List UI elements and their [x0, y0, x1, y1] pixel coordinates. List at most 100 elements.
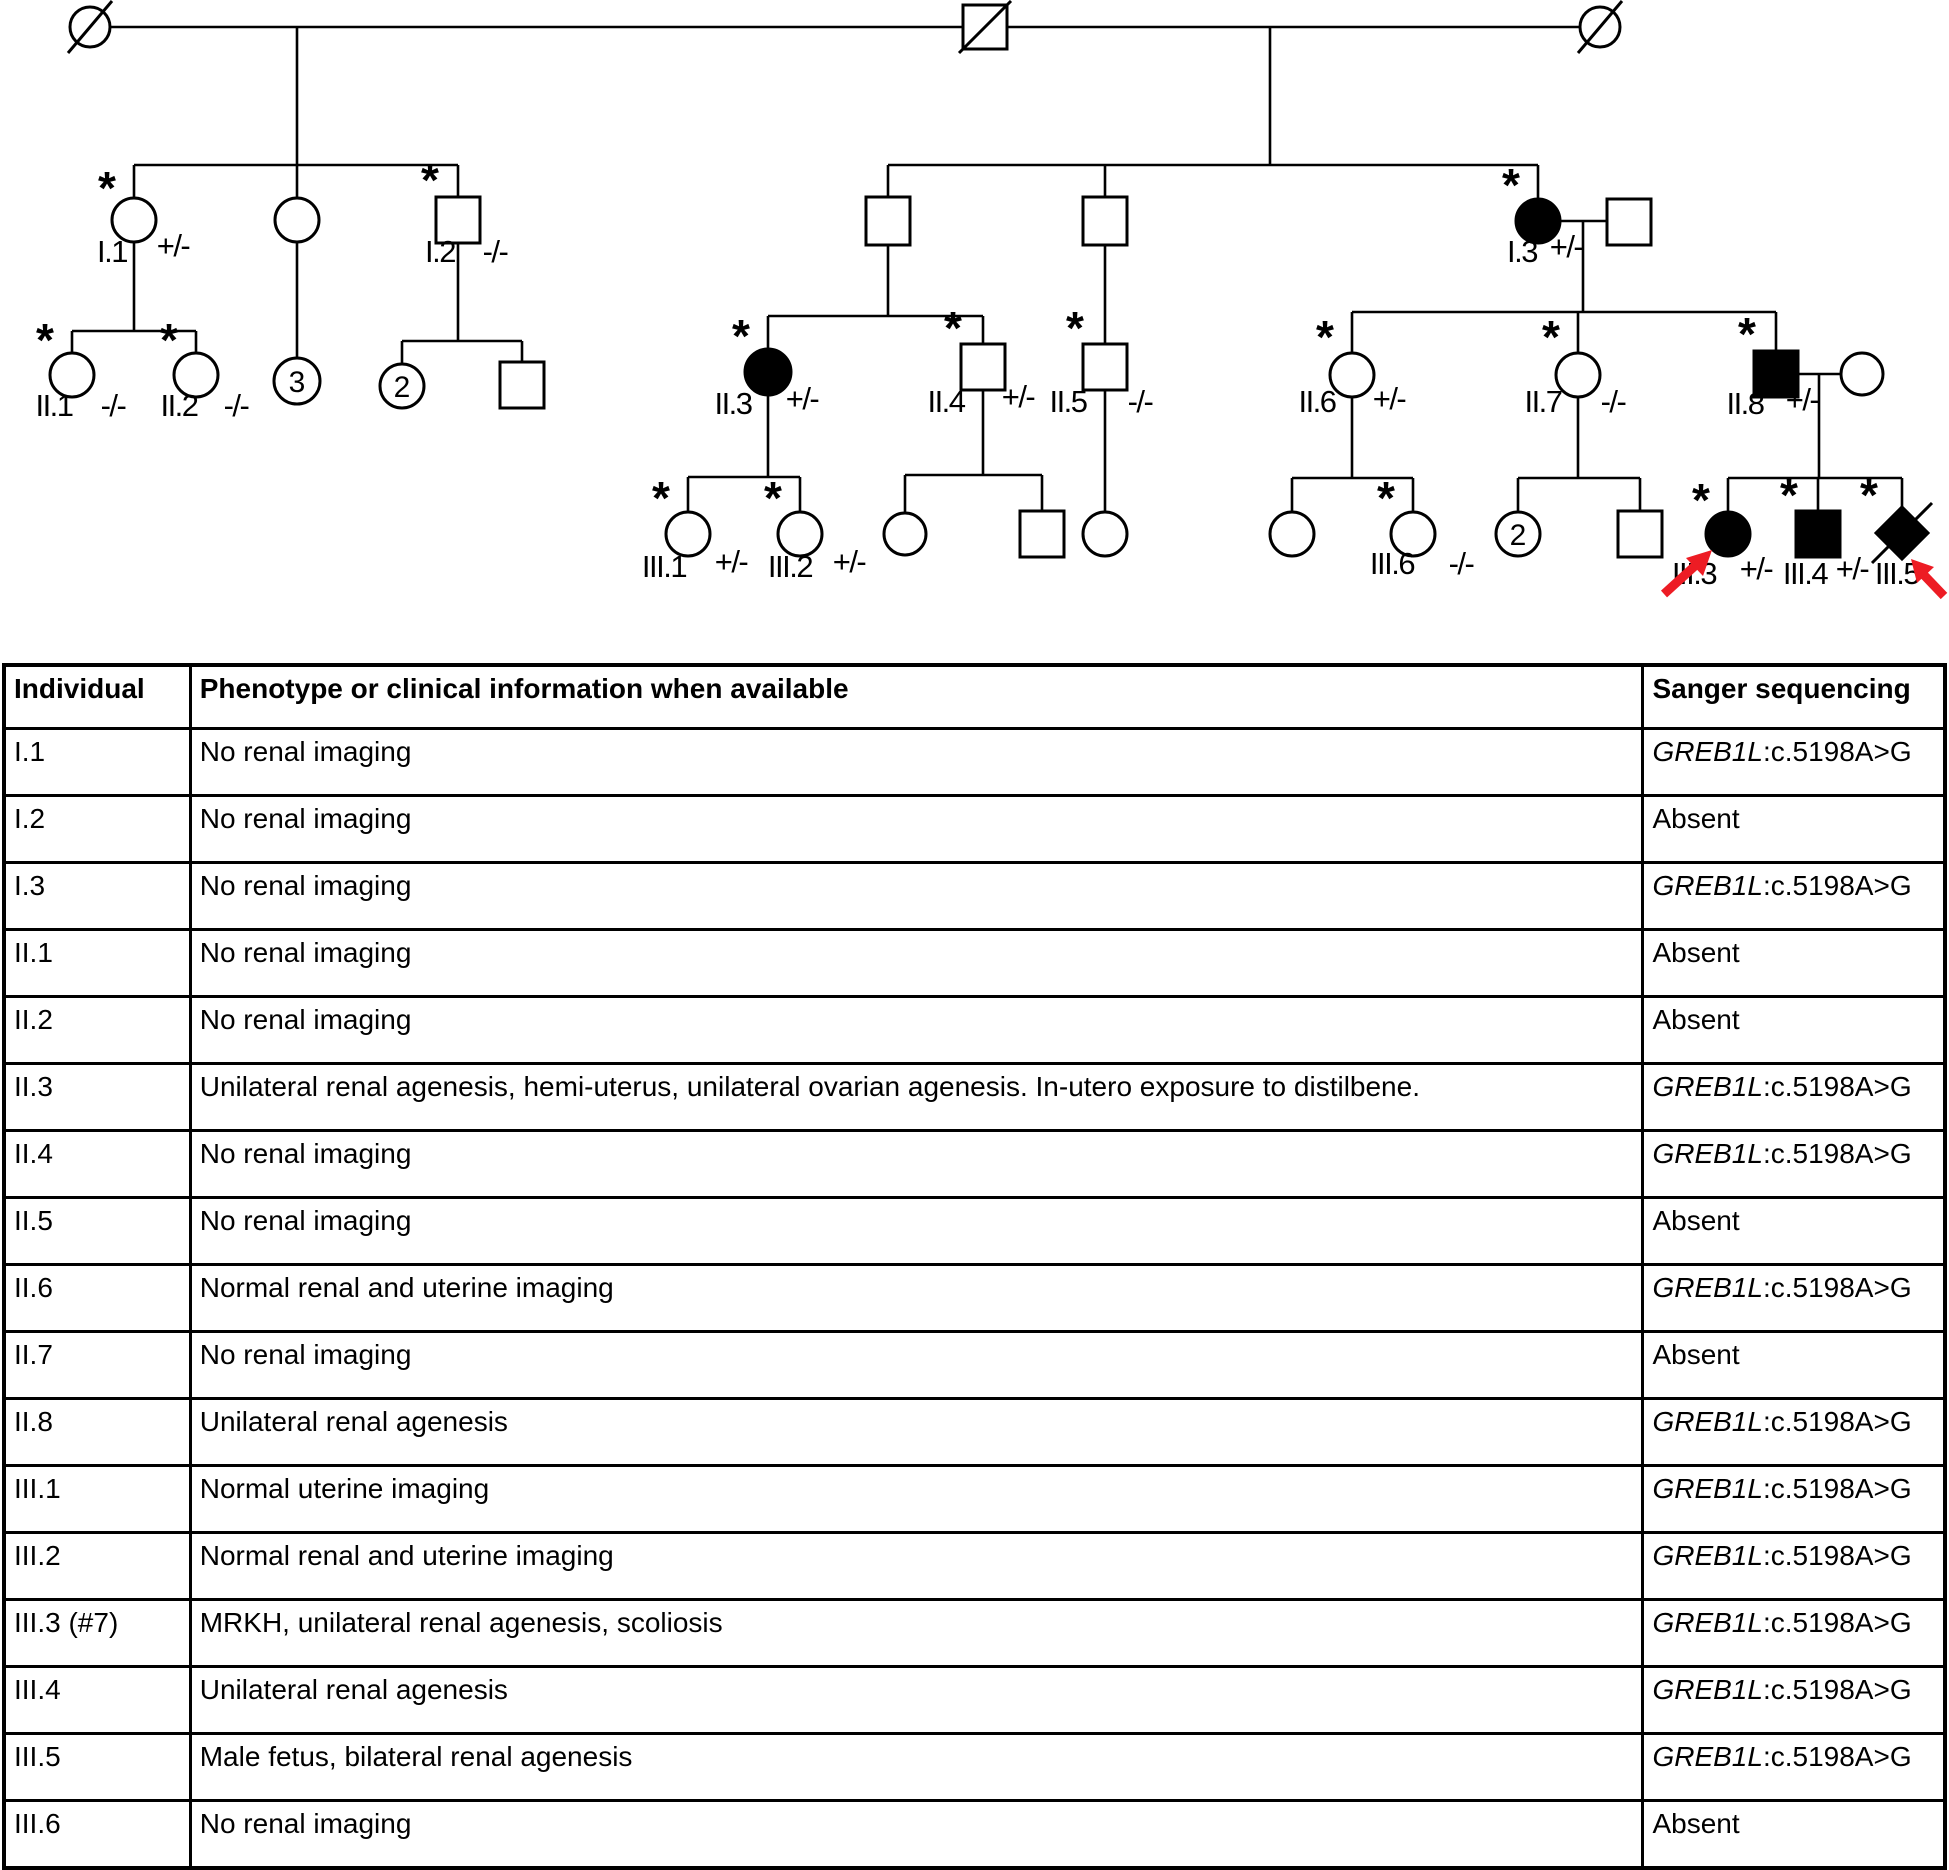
cell-sanger: GREB1L:c.5198A>G: [1641, 1464, 1947, 1534]
deceased-slash: [1870, 501, 1934, 565]
cell-sanger: Absent: [1641, 1330, 1947, 1400]
cell-phenotype: MRKH, unilateral renal agenesis, scolios…: [188, 1598, 1645, 1668]
cell-sanger: GREB1L:c.5198A>G: [1641, 1397, 1947, 1467]
genotype-label: +/-: [715, 544, 748, 579]
cell-sanger: GREB1L:c.5198A>G: [1641, 1665, 1947, 1735]
cell-phenotype: No renal imaging: [188, 1330, 1645, 1400]
cell-sanger: Absent: [1641, 1196, 1947, 1266]
individual-III4: * III.4 +/-: [1780, 469, 1870, 591]
individual-id-label: III.6: [1370, 546, 1414, 581]
female-symbol: [1389, 510, 1437, 558]
table-row: III.2 Normal renal and uterine imaging G…: [2, 1531, 1947, 1601]
tested-asterisk: *: [1316, 311, 1334, 363]
cell-sanger: Absent: [1641, 794, 1947, 864]
female-multiple-symbol: [1494, 510, 1542, 558]
male-symbol: [498, 360, 546, 410]
variant-text: :c.5198A>G: [1762, 1674, 1912, 1705]
tested-asterisk: *: [1692, 474, 1710, 526]
tested-asterisk: *: [160, 314, 178, 366]
variant-text: Absent: [1652, 1004, 1740, 1035]
variant-text: :c.5198A>G: [1762, 1607, 1912, 1638]
individual-unlabeled-daughter: [273, 196, 321, 244]
cell-sanger: GREB1L:c.5198A>G: [1641, 861, 1947, 931]
cell-sanger: GREB1L:c.5198A>G: [1641, 1598, 1947, 1668]
tested-asterisk: *: [944, 302, 962, 354]
cell-sanger: GREB1L:c.5198A>G: [1641, 1129, 1947, 1199]
cell-individual: II.3: [2, 1062, 192, 1132]
cell-individual: I.1: [2, 727, 192, 797]
cell-individual: III.3 (#7): [2, 1598, 192, 1668]
individual-unlabeled-son-U2: [1081, 195, 1129, 247]
individual-I1: * I.1 +/-: [97, 162, 191, 269]
male-symbol: [1018, 509, 1066, 559]
female-symbol-affected: [743, 347, 793, 397]
individual-unlabeled-son-U1: [864, 195, 912, 247]
variant-text: Absent: [1652, 803, 1740, 834]
cell-phenotype: No renal imaging: [188, 727, 1645, 797]
individual-II8: * II.8 +/-: [1726, 308, 1819, 421]
arrow-head: [1686, 550, 1712, 576]
cell-individual: II.2: [2, 995, 192, 1065]
individual-id-label: II.7: [1524, 384, 1561, 419]
genotype-label: -/-: [224, 388, 249, 423]
sibship-count-circle-2-right: 2: [1494, 510, 1542, 558]
sibling-count: 2: [394, 371, 411, 404]
individual-id-label: II.6: [1298, 384, 1335, 419]
header-sanger: Sanger sequencing: [1641, 663, 1947, 730]
table-row: III.6 No renal imaging Absent: [2, 1799, 1947, 1870]
cell-individual: II.8: [2, 1397, 192, 1467]
cell-phenotype: No renal imaging: [188, 794, 1645, 864]
genotype-label: -/-: [101, 388, 126, 423]
table-row: II.6 Normal renal and uterine imaging GR…: [2, 1263, 1947, 1333]
cell-individual: II.5: [2, 1196, 192, 1266]
genotype-label: -/-: [1128, 384, 1153, 419]
variant-text: Absent: [1652, 1339, 1740, 1370]
cell-individual: I.2: [2, 794, 192, 864]
gene-name: GREB1L: [1652, 1607, 1763, 1638]
tested-asterisk: *: [1860, 469, 1878, 521]
deceased-slash: [1576, 0, 1624, 54]
female-symbol-affected: [1704, 510, 1752, 558]
variant-text: :c.5198A>G: [1762, 1406, 1912, 1437]
gene-name: GREB1L: [1652, 736, 1763, 767]
sibling-count: 3: [289, 366, 306, 399]
individual-id-label: II.3: [714, 386, 751, 421]
individual-I3: * I.3 +/-: [1502, 159, 1584, 269]
table-row: I.3 No renal imaging GREB1L:c.5198A>G: [2, 861, 1947, 931]
female-symbol: [48, 351, 96, 399]
variant-text: :c.5198A>G: [1762, 870, 1912, 901]
variant-text: :c.5198A>G: [1762, 736, 1912, 767]
gene-name: GREB1L: [1652, 1540, 1763, 1571]
genotype-label: +/-: [1836, 551, 1869, 586]
gene-name: GREB1L: [1652, 1138, 1763, 1169]
genotype-label: -/-: [483, 234, 508, 269]
individual-id-label: I.1: [97, 234, 127, 269]
individual-grandmother-right-deceased: [1576, 0, 1624, 54]
male-symbol-affected: [1794, 509, 1842, 559]
female-symbol-affected: [1514, 197, 1562, 245]
female-symbol: [1268, 510, 1316, 558]
male-symbol: [1081, 342, 1129, 392]
female-multiple-symbol: [272, 356, 322, 406]
tested-asterisk: *: [1738, 308, 1756, 360]
male-symbol: [959, 342, 1007, 392]
gene-name: GREB1L: [1652, 870, 1763, 901]
individual-III1: * III.1 +/-: [642, 472, 749, 584]
table-row: II.1 No renal imaging Absent: [2, 928, 1947, 998]
table-row: II.2 No renal imaging Absent: [2, 995, 1947, 1065]
cell-individual: III.6: [2, 1799, 192, 1870]
individual-I3-spouse: [1605, 197, 1653, 247]
male-symbol: [434, 195, 482, 245]
individual-II1: * II.1 -/-: [35, 314, 127, 423]
tested-asterisk: *: [1780, 469, 1798, 521]
individual-II6: * II.6 +/-: [1298, 311, 1406, 419]
arrow-shaft: [1919, 570, 1948, 600]
female-symbol: [1328, 351, 1376, 399]
header-individual: Individual: [2, 663, 192, 730]
deceased-slash: [957, 0, 1013, 55]
variant-text: :c.5198A>G: [1762, 1741, 1912, 1772]
female-symbol: [664, 510, 712, 558]
pedigree-connectors: [70, 25, 1904, 512]
cell-phenotype: No renal imaging: [188, 928, 1645, 998]
tested-asterisk: *: [1542, 311, 1560, 363]
